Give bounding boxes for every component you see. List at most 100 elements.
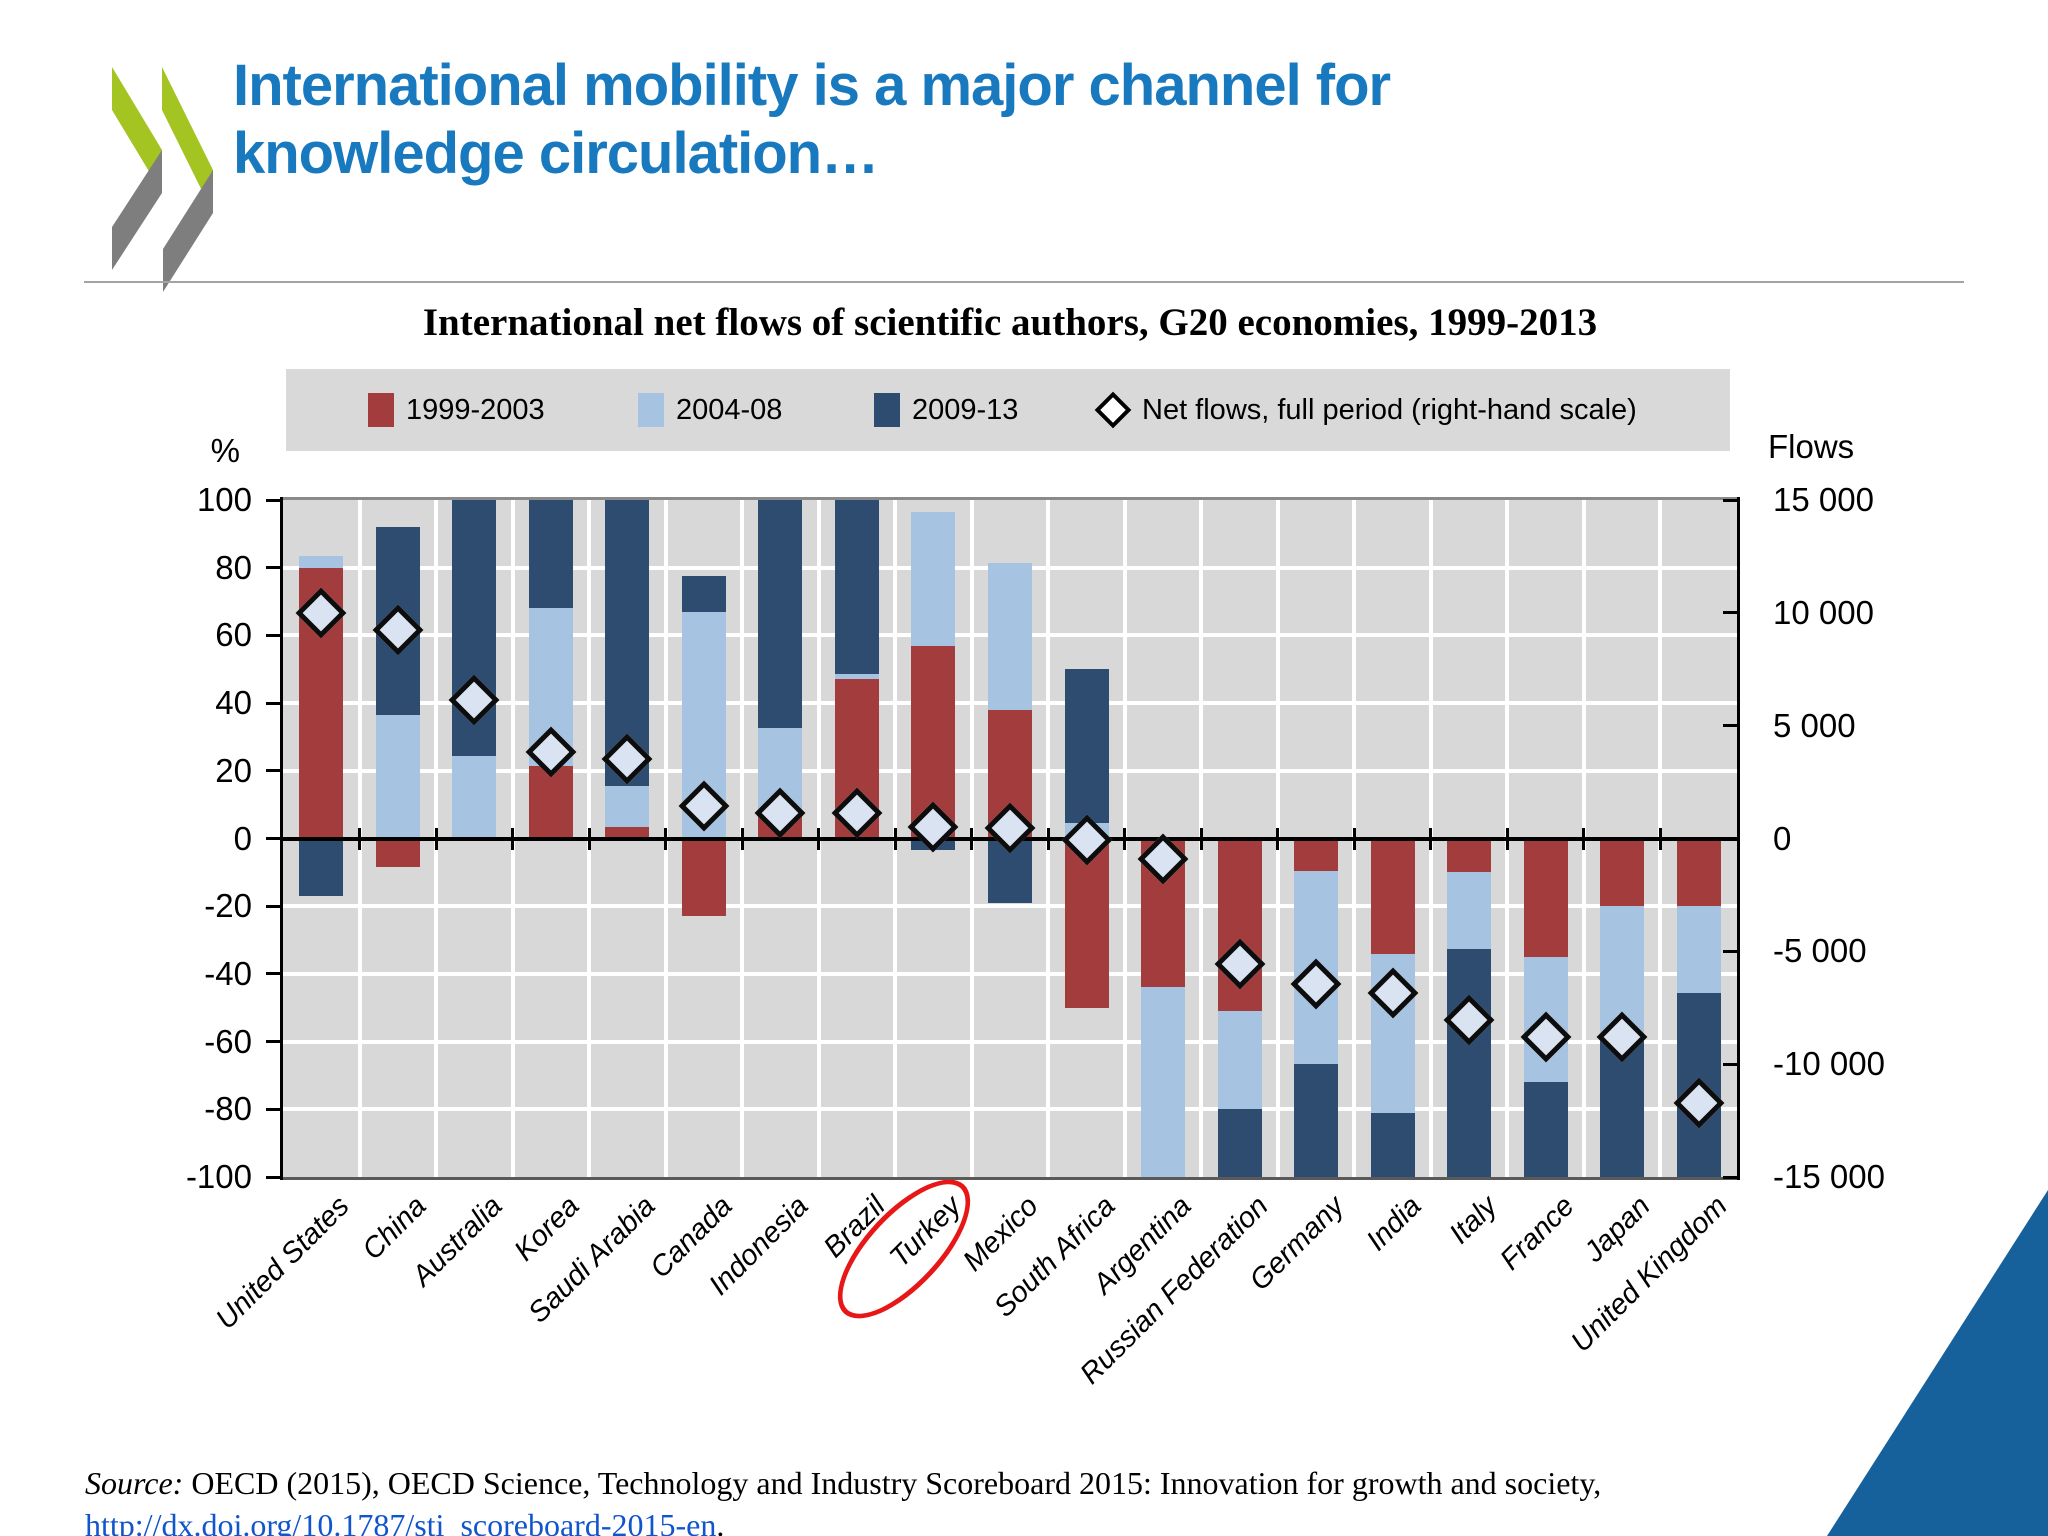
chart-legend: 1999-2003 2004-08 2009-13 Net flows, full p… bbox=[286, 369, 1730, 451]
bar-segment-1999-2003 bbox=[1676, 838, 1721, 907]
bar-segment-1999-2003 bbox=[1370, 838, 1415, 954]
bar-segment-2004-08 bbox=[605, 786, 650, 827]
right-axis-tick bbox=[1723, 498, 1737, 502]
left-axis-tick-label: -80 bbox=[204, 1090, 252, 1128]
bar-segment-1999-2003 bbox=[1523, 838, 1568, 957]
right-axis-tick-label: 10 000 bbox=[1773, 593, 1874, 631]
right-axis-tick bbox=[1723, 837, 1737, 840]
left-axis-line bbox=[280, 497, 283, 1180]
source-prefix: Source: bbox=[85, 1465, 184, 1501]
right-axis-tick-label: -10 000 bbox=[1773, 1045, 1885, 1083]
left-axis-tick bbox=[266, 633, 280, 637]
plot-frame-top bbox=[280, 497, 1740, 500]
source-suffix: . bbox=[716, 1507, 725, 1536]
right-axis-tick-label: 0 bbox=[1773, 819, 1792, 857]
right-axis-tick-label: -15 000 bbox=[1773, 1158, 1885, 1195]
bar-segment-2004-08 bbox=[1447, 872, 1492, 949]
legend-label: 2004-08 bbox=[676, 393, 783, 426]
bar-segment-2004-08 bbox=[452, 755, 497, 839]
left-axis-tick-label: -100 bbox=[185, 1158, 252, 1195]
slide-title-line1: International mobility is a major channe… bbox=[233, 53, 1391, 118]
legend-square-icon bbox=[874, 393, 900, 427]
left-axis-tick bbox=[266, 498, 280, 502]
h-gridline bbox=[283, 1039, 1737, 1044]
bar-segment-2004-08 bbox=[988, 562, 1032, 710]
left-axis-tick-label: 60 bbox=[215, 616, 252, 654]
legend-label: Net flows, full period (right-hand scale… bbox=[1142, 393, 1637, 426]
chevron1-gray bbox=[112, 150, 162, 270]
bar-segment-2009-13 bbox=[1294, 1063, 1339, 1177]
bar-segment-2009-13 bbox=[1370, 1112, 1415, 1177]
left-axis-tick bbox=[266, 701, 280, 705]
bar-segment-2009-13 bbox=[1523, 1082, 1568, 1177]
left-axis-tick bbox=[266, 904, 280, 908]
right-axis-tick bbox=[1723, 611, 1737, 615]
left-axis-tick-label: -40 bbox=[204, 954, 252, 992]
bar-segment-2004-08 bbox=[299, 555, 344, 568]
legend-label: 1999-2003 bbox=[406, 393, 545, 426]
bar-segment-2004-08 bbox=[834, 674, 879, 680]
right-axis-tick-label: 15 000 bbox=[1773, 481, 1874, 518]
h-gridline bbox=[283, 904, 1737, 909]
chevron1-green bbox=[112, 67, 162, 193]
chart-title: International net flows of scientific au… bbox=[422, 301, 1598, 344]
source-link[interactable]: http://dx.doi.org/10.1787/sti_scoreboard… bbox=[85, 1507, 717, 1536]
right-axis-tick-label: -5 000 bbox=[1773, 932, 1867, 970]
bar-segment-1999-2003 bbox=[605, 826, 650, 839]
h-gridline bbox=[283, 971, 1737, 976]
slide-title: International mobility is a major channe… bbox=[233, 52, 1993, 188]
oecd-chevrons-logo bbox=[112, 67, 213, 292]
left-axis-tick bbox=[266, 1175, 280, 1179]
bar-segment-1999-2003 bbox=[681, 838, 726, 917]
chevron2-green bbox=[162, 67, 213, 213]
bar-segment-2009-13 bbox=[1064, 669, 1109, 824]
right-axis-tick bbox=[1723, 1175, 1737, 1179]
right-axis-line bbox=[1737, 497, 1740, 1180]
left-axis-tick bbox=[266, 1040, 280, 1044]
bar-segment-2004-08 bbox=[911, 511, 956, 646]
plot-frame-bottom bbox=[280, 1177, 1740, 1180]
bar-segment-2004-08 bbox=[375, 714, 420, 839]
bar-segment-1999-2003 bbox=[1064, 838, 1109, 1008]
bar-segment-2009-13 bbox=[1217, 1109, 1262, 1177]
left-axis-tick bbox=[266, 1107, 280, 1111]
legend-square-icon bbox=[368, 393, 394, 427]
left-axis-tick-label: -20 bbox=[204, 887, 252, 925]
bar-segment-2004-08 bbox=[1217, 1011, 1262, 1110]
legend-item: Net flows, full period (right-hand scale… bbox=[1094, 369, 1637, 451]
left-axis-tick bbox=[266, 566, 280, 570]
right-axis-tick bbox=[1723, 1062, 1737, 1066]
bar-segment-2004-08 bbox=[1676, 906, 1721, 993]
bar-segment-1999-2003 bbox=[528, 765, 573, 839]
left-axis-tick-label: 40 bbox=[215, 684, 252, 722]
bar-segment-2009-13 bbox=[758, 500, 803, 729]
bar-segment-2004-08 bbox=[1141, 987, 1186, 1177]
left-axis-tick-label: 0 bbox=[233, 819, 252, 857]
bar-segment-1999-2003 bbox=[1447, 838, 1492, 873]
legend-item: 2004-08 bbox=[638, 369, 782, 451]
legend-square-icon bbox=[638, 393, 664, 427]
h-gridline bbox=[283, 1107, 1737, 1112]
title-divider-line bbox=[84, 281, 1964, 283]
bar-segment-2009-13 bbox=[1447, 948, 1492, 1177]
left-axis-tick bbox=[266, 972, 280, 976]
left-axis-tick bbox=[266, 837, 280, 840]
left-axis-unit-label: % bbox=[210, 432, 240, 469]
bar-segment-1999-2003 bbox=[1600, 838, 1645, 907]
right-axis-tick bbox=[1723, 724, 1737, 728]
left-axis-tick-label: 100 bbox=[196, 481, 252, 518]
left-axis-tick-label: -60 bbox=[204, 1022, 252, 1060]
right-axis-tick-label: 5 000 bbox=[1773, 706, 1856, 744]
left-axis-tick-label: 20 bbox=[215, 751, 252, 789]
slide-title-line2: knowledge circulation… bbox=[233, 121, 879, 186]
legend-item: 1999-2003 bbox=[368, 369, 545, 451]
legend-label: 2009-13 bbox=[912, 393, 1019, 426]
bar-segment-2009-13 bbox=[528, 500, 573, 609]
bar-segment-2009-13 bbox=[299, 838, 344, 897]
left-axis-tick-label: 80 bbox=[215, 548, 252, 586]
bar-segment-1999-2003 bbox=[1294, 838, 1339, 871]
right-axis-unit-label: Flows bbox=[1768, 428, 1855, 465]
right-axis-tick bbox=[1723, 949, 1737, 953]
left-axis-tick bbox=[266, 769, 280, 773]
